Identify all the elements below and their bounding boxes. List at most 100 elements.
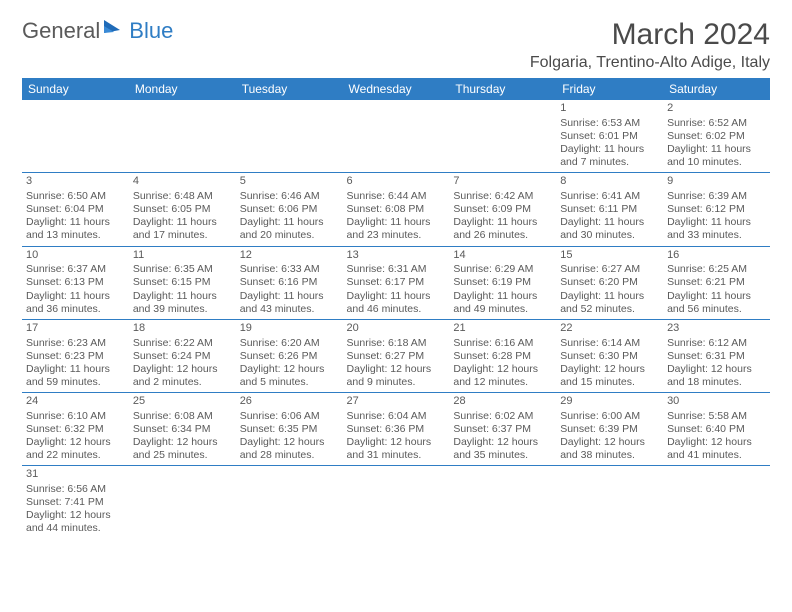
day-day1: Daylight: 11 hours (667, 290, 766, 303)
day-sunrise: Sunrise: 6:50 AM (26, 190, 125, 203)
day-number: 14 (453, 249, 552, 263)
day-sunset: Sunset: 7:41 PM (26, 496, 125, 509)
calendar-day-cell: 15Sunrise: 6:27 AMSunset: 6:20 PMDayligh… (556, 246, 663, 319)
day-sunset: Sunset: 6:28 PM (453, 350, 552, 363)
day-day1: Daylight: 12 hours (667, 436, 766, 449)
day-number: 13 (347, 249, 446, 263)
day-sunset: Sunset: 6:40 PM (667, 423, 766, 436)
day-day1: Daylight: 12 hours (133, 363, 232, 376)
calendar-day-cell: 18Sunrise: 6:22 AMSunset: 6:24 PMDayligh… (129, 319, 236, 392)
day-day2: and 35 minutes. (453, 449, 552, 462)
calendar-day-cell: 7Sunrise: 6:42 AMSunset: 6:09 PMDaylight… (449, 173, 556, 246)
day-day2: and 15 minutes. (560, 376, 659, 389)
day-sunset: Sunset: 6:12 PM (667, 203, 766, 216)
calendar-day-cell: 19Sunrise: 6:20 AMSunset: 6:26 PMDayligh… (236, 319, 343, 392)
day-day1: Daylight: 11 hours (667, 216, 766, 229)
calendar-day-cell: 23Sunrise: 6:12 AMSunset: 6:31 PMDayligh… (663, 319, 770, 392)
weekday-header: Monday (129, 78, 236, 100)
day-day2: and 20 minutes. (240, 229, 339, 242)
day-day2: and 9 minutes. (347, 376, 446, 389)
day-day1: Daylight: 11 hours (26, 363, 125, 376)
day-number: 6 (347, 175, 446, 189)
day-sunrise: Sunrise: 6:46 AM (240, 190, 339, 203)
day-number: 2 (667, 102, 766, 116)
calendar-day-cell: 9Sunrise: 6:39 AMSunset: 6:12 PMDaylight… (663, 173, 770, 246)
logo: General Blue (22, 18, 173, 44)
day-day1: Daylight: 11 hours (26, 216, 125, 229)
day-sunset: Sunset: 6:34 PM (133, 423, 232, 436)
day-day2: and 43 minutes. (240, 303, 339, 316)
calendar-day-cell: 13Sunrise: 6:31 AMSunset: 6:17 PMDayligh… (343, 246, 450, 319)
calendar-day-cell: 11Sunrise: 6:35 AMSunset: 6:15 PMDayligh… (129, 246, 236, 319)
weekday-header: Tuesday (236, 78, 343, 100)
day-sunrise: Sunrise: 5:58 AM (667, 410, 766, 423)
day-sunset: Sunset: 6:06 PM (240, 203, 339, 216)
day-day2: and 2 minutes. (133, 376, 232, 389)
day-sunrise: Sunrise: 6:35 AM (133, 263, 232, 276)
calendar-day-cell (556, 466, 663, 539)
day-sunrise: Sunrise: 6:44 AM (347, 190, 446, 203)
day-sunrise: Sunrise: 6:10 AM (26, 410, 125, 423)
day-number: 23 (667, 322, 766, 336)
day-sunrise: Sunrise: 6:16 AM (453, 337, 552, 350)
calendar-day-cell: 31Sunrise: 6:56 AMSunset: 7:41 PMDayligh… (22, 466, 129, 539)
day-day1: Daylight: 11 hours (240, 290, 339, 303)
calendar-day-cell: 22Sunrise: 6:14 AMSunset: 6:30 PMDayligh… (556, 319, 663, 392)
day-number: 19 (240, 322, 339, 336)
day-number: 3 (26, 175, 125, 189)
calendar-day-cell: 26Sunrise: 6:06 AMSunset: 6:35 PMDayligh… (236, 393, 343, 466)
day-number: 11 (133, 249, 232, 263)
day-day2: and 22 minutes. (26, 449, 125, 462)
day-sunset: Sunset: 6:13 PM (26, 276, 125, 289)
day-sunrise: Sunrise: 6:56 AM (26, 483, 125, 496)
day-day2: and 36 minutes. (26, 303, 125, 316)
calendar-day-cell: 3Sunrise: 6:50 AMSunset: 6:04 PMDaylight… (22, 173, 129, 246)
day-number: 20 (347, 322, 446, 336)
day-sunrise: Sunrise: 6:29 AM (453, 263, 552, 276)
weekday-header: Saturday (663, 78, 770, 100)
calendar-week-row: 1Sunrise: 6:53 AMSunset: 6:01 PMDaylight… (22, 100, 770, 173)
calendar-day-cell: 5Sunrise: 6:46 AMSunset: 6:06 PMDaylight… (236, 173, 343, 246)
month-title: March 2024 (530, 18, 770, 52)
day-day1: Daylight: 11 hours (133, 216, 232, 229)
day-sunset: Sunset: 6:20 PM (560, 276, 659, 289)
calendar-day-cell: 27Sunrise: 6:04 AMSunset: 6:36 PMDayligh… (343, 393, 450, 466)
day-day2: and 56 minutes. (667, 303, 766, 316)
day-sunrise: Sunrise: 6:53 AM (560, 117, 659, 130)
logo-text-blue: Blue (129, 18, 173, 44)
calendar-day-cell (236, 466, 343, 539)
day-sunset: Sunset: 6:39 PM (560, 423, 659, 436)
day-sunset: Sunset: 6:02 PM (667, 130, 766, 143)
day-number: 25 (133, 395, 232, 409)
day-number: 21 (453, 322, 552, 336)
day-sunrise: Sunrise: 6:37 AM (26, 263, 125, 276)
day-day1: Daylight: 11 hours (453, 290, 552, 303)
day-day2: and 33 minutes. (667, 229, 766, 242)
header-bar: General Blue March 2024 Folgaria, Trenti… (22, 18, 770, 72)
day-sunrise: Sunrise: 6:31 AM (347, 263, 446, 276)
calendar-day-cell: 2Sunrise: 6:52 AMSunset: 6:02 PMDaylight… (663, 100, 770, 173)
day-day2: and 25 minutes. (133, 449, 232, 462)
day-number: 10 (26, 249, 125, 263)
calendar-day-cell: 8Sunrise: 6:41 AMSunset: 6:11 PMDaylight… (556, 173, 663, 246)
day-sunset: Sunset: 6:37 PM (453, 423, 552, 436)
day-sunset: Sunset: 6:16 PM (240, 276, 339, 289)
calendar-day-cell: 24Sunrise: 6:10 AMSunset: 6:32 PMDayligh… (22, 393, 129, 466)
calendar-day-cell (129, 100, 236, 173)
day-day1: Daylight: 12 hours (560, 363, 659, 376)
day-sunset: Sunset: 6:17 PM (347, 276, 446, 289)
day-day1: Daylight: 11 hours (560, 143, 659, 156)
day-day2: and 13 minutes. (26, 229, 125, 242)
day-day2: and 23 minutes. (347, 229, 446, 242)
weekday-header: Thursday (449, 78, 556, 100)
day-day1: Daylight: 12 hours (560, 436, 659, 449)
calendar-day-cell: 1Sunrise: 6:53 AMSunset: 6:01 PMDaylight… (556, 100, 663, 173)
day-day2: and 17 minutes. (133, 229, 232, 242)
day-day2: and 18 minutes. (667, 376, 766, 389)
day-sunset: Sunset: 6:15 PM (133, 276, 232, 289)
day-number: 15 (560, 249, 659, 263)
weekday-header: Sunday (22, 78, 129, 100)
calendar-day-cell: 21Sunrise: 6:16 AMSunset: 6:28 PMDayligh… (449, 319, 556, 392)
day-number: 17 (26, 322, 125, 336)
day-sunrise: Sunrise: 6:23 AM (26, 337, 125, 350)
